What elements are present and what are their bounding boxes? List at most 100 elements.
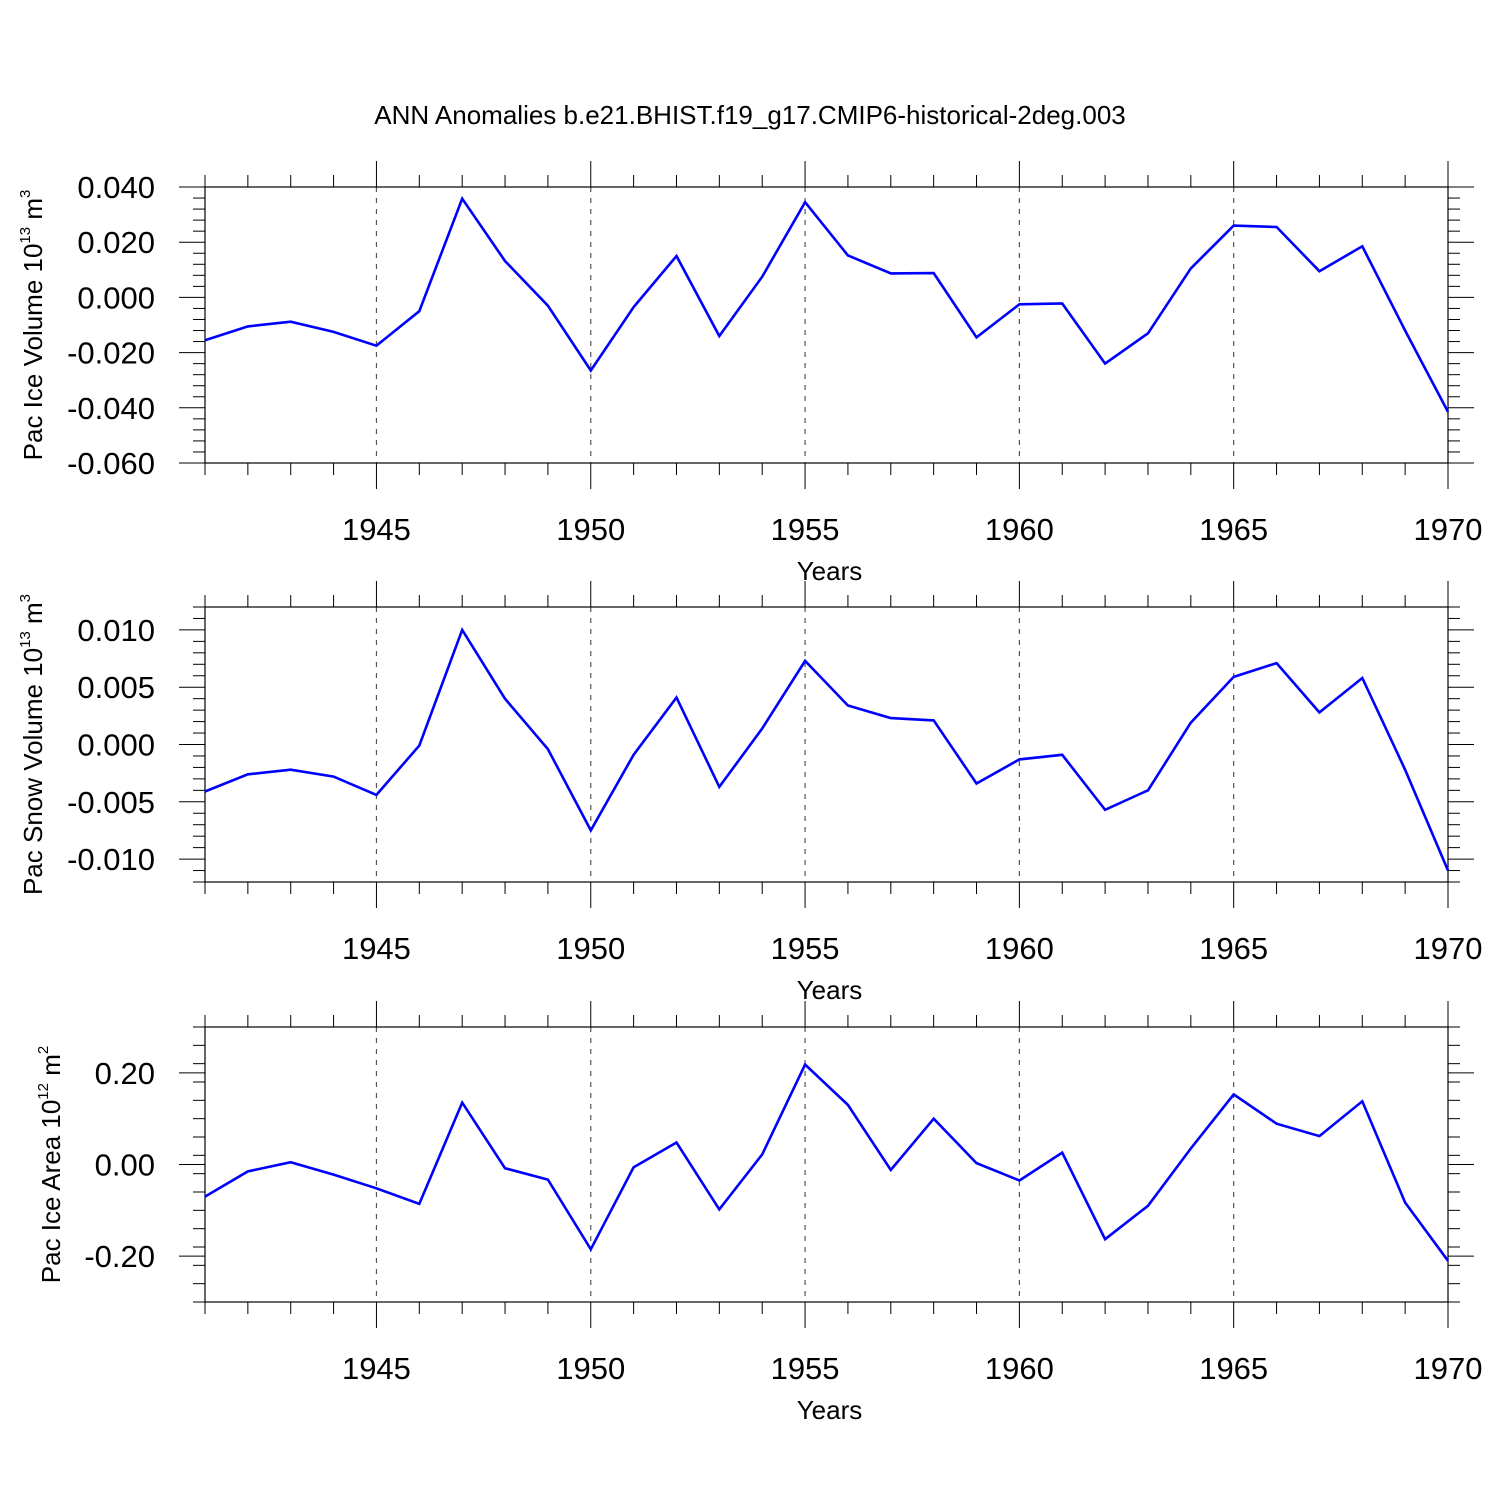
data-point [332,1173,336,1177]
data-point [1403,329,1407,333]
y-tick-label: 0.010 [77,613,155,648]
y-tick-label: -0.010 [67,842,155,877]
data-point [632,305,636,309]
data-point [1360,676,1364,680]
data-point [674,254,678,258]
data-point [589,828,593,832]
data-point [1060,1151,1064,1155]
data-point [203,789,207,793]
x-tick-label: 1955 [771,1351,840,1386]
data-point [1146,1204,1150,1208]
x-tick-label: 1950 [556,931,625,966]
y-axis-label-part: m [18,198,48,227]
data-point [846,1103,850,1107]
panel-2: -0.010 -0.005 0.000 0.005 0.010 1945 1950 1955 1… [17,581,1482,1005]
data-point [1060,301,1064,305]
x-tick-label: 1945 [342,512,411,547]
plot-frame [204,1026,1449,1303]
data-point [1275,1122,1279,1126]
data-point [503,259,507,263]
data-point [417,744,421,748]
data-point [460,197,464,201]
y-axis-label-part: Pac Snow Volume 10 [18,648,48,895]
data-point [975,781,979,785]
y-axis-label-part: 2 [35,1046,52,1054]
data-point [546,1178,550,1182]
y-axis-label-part: 12 [35,1083,52,1100]
panel-1: -0.060 -0.040 -0.020 0.000 0.020 0.040 1945 195… [17,161,1482,586]
x-tick-label: 1965 [1199,931,1268,966]
data-point [1103,1237,1107,1241]
data-point [717,785,721,789]
data-point [846,704,850,708]
figure-title: ANN Anomalies b.e21.BHIST.f19_g17.CMIP6-… [374,100,1126,130]
data-point [246,772,250,776]
data-point [1317,269,1321,273]
data-point [503,697,507,701]
y-axis-label: Pac Snow Volume 1013 m3 [17,594,48,895]
y-tick-label: 0.000 [77,728,155,763]
data-point [1017,757,1021,761]
data-point [717,1207,721,1211]
y-axis-label-part: 13 [17,631,34,648]
data-point [289,1160,293,1164]
data-point [1189,721,1193,725]
data-point [674,1141,678,1145]
data-point [1232,224,1236,228]
y-axis-label-part: 13 [17,227,34,244]
data-point [546,304,550,308]
data-point [1017,302,1021,306]
data-point [975,335,979,339]
x-tick-label: 1970 [1414,1351,1483,1386]
y-tick-label: 0.005 [77,670,155,705]
y-tick-label: -0.20 [84,1239,155,1274]
x-tick-label: 1950 [556,512,625,547]
x-axis-label: Years [797,975,863,1005]
x-tick-label: 1950 [556,1351,625,1386]
data-point [460,1101,464,1105]
y-tick-label: -0.005 [67,785,155,820]
data-point [1446,410,1450,414]
data-point [975,1161,979,1165]
data-point [289,768,293,772]
data-point [717,334,721,338]
data-point [1275,661,1279,665]
y-axis-label-part: 3 [17,594,34,602]
data-point [632,1165,636,1169]
y-tick-label: 0.040 [77,170,155,205]
data-point [932,1117,936,1121]
data-point [803,659,807,663]
x-tick-label: 1965 [1199,512,1268,547]
plot-frame [204,186,1449,464]
data-point [546,747,550,751]
series-line [204,626,1450,872]
y-axis-label-part: m [36,1054,66,1083]
data-point [417,309,421,313]
data-point [1017,1179,1021,1183]
x-tick-label: 1960 [985,1351,1054,1386]
data-point [889,1168,893,1172]
data-point [417,1202,421,1206]
data-point [1103,808,1107,812]
data-point [846,253,850,257]
y-tick-label: -0.060 [67,446,155,481]
y-tick-label: -0.020 [67,336,155,371]
data-point [889,271,893,275]
data-point [289,320,293,324]
data-point [1103,362,1107,366]
plot-frame [204,606,1449,883]
panel-3: -0.20 0.00 0.20 1945 1950 1955 1960 1965 1970 Yea… [35,1001,1482,1425]
data-point [203,1195,207,1199]
y-tick-label: 0.000 [77,280,155,315]
y-axis-label-part: Pac Ice Area 10 [36,1100,66,1284]
data-point [203,338,207,342]
data-point [1403,1201,1407,1205]
data-point [674,696,678,700]
x-tick-label: 1945 [342,1351,411,1386]
data-point [589,369,593,373]
data-point [332,775,336,779]
data-point [1146,331,1150,335]
data-point [1275,225,1279,229]
